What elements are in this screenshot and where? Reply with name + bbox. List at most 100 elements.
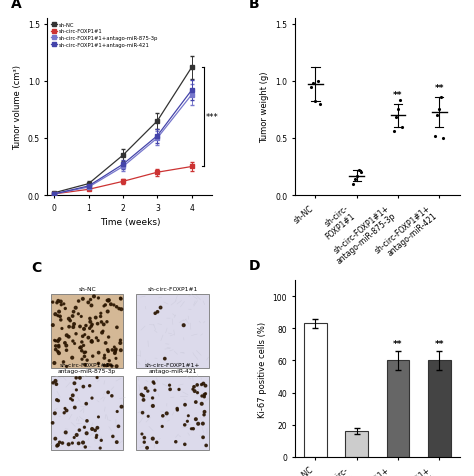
Point <box>111 347 119 355</box>
Point <box>113 438 120 446</box>
Point <box>117 295 125 303</box>
Point <box>55 298 62 305</box>
Point <box>83 417 91 425</box>
Point <box>59 439 66 447</box>
Point <box>84 334 92 342</box>
Point <box>190 425 197 433</box>
Point <box>198 400 206 408</box>
Bar <box>387 361 409 457</box>
Point <box>88 323 95 330</box>
Point <box>117 339 124 347</box>
Point <box>76 344 83 352</box>
Point <box>94 320 101 328</box>
Point <box>54 337 62 345</box>
Point <box>112 346 119 353</box>
Text: sh-circ-FOXP1#1+
antago-miR-421: sh-circ-FOXP1#1+ antago-miR-421 <box>145 363 201 373</box>
Point <box>55 397 62 405</box>
Point <box>65 333 73 341</box>
Point <box>117 295 124 302</box>
Point <box>78 347 85 355</box>
Point <box>104 389 112 397</box>
Point <box>105 348 112 356</box>
Point <box>60 358 67 366</box>
Point <box>103 297 111 305</box>
Point <box>69 397 76 404</box>
Point <box>159 412 166 420</box>
Point <box>78 338 86 346</box>
Point <box>193 381 201 389</box>
Point <box>83 429 91 437</box>
Point <box>111 349 118 357</box>
Point <box>55 308 63 316</box>
Point <box>140 396 147 404</box>
Point <box>104 347 111 354</box>
Point <box>115 305 123 313</box>
Point <box>82 443 89 451</box>
Point <box>63 342 70 350</box>
Point <box>53 299 61 307</box>
Point <box>166 382 173 389</box>
Point <box>88 425 96 433</box>
Point <box>67 395 74 403</box>
Point <box>92 434 100 441</box>
Point <box>103 318 111 326</box>
Point <box>95 360 102 367</box>
Point <box>198 392 206 400</box>
Point <box>175 386 183 394</box>
Point <box>149 402 157 410</box>
Point <box>54 441 62 449</box>
Point <box>78 356 86 363</box>
Point <box>69 313 76 320</box>
Point <box>98 329 106 337</box>
Point <box>111 348 119 356</box>
Point <box>71 380 78 387</box>
Point <box>66 317 74 325</box>
Point <box>100 321 108 328</box>
Point <box>115 423 122 430</box>
Point <box>151 310 159 317</box>
Point <box>57 298 64 306</box>
Point <box>181 401 189 409</box>
Point <box>173 405 181 413</box>
Point <box>97 313 104 320</box>
Point <box>55 336 63 343</box>
Point <box>70 324 77 331</box>
Point <box>58 325 66 333</box>
Point <box>139 409 146 416</box>
Point <box>184 412 192 420</box>
Point <box>61 339 69 347</box>
Point <box>194 389 201 397</box>
Point <box>200 380 207 387</box>
Point <box>57 301 65 309</box>
Point <box>60 409 68 416</box>
Point <box>202 442 210 449</box>
Point <box>81 424 88 431</box>
Point <box>104 361 112 369</box>
Point <box>57 317 64 324</box>
Point <box>139 392 147 400</box>
Point <box>98 436 105 444</box>
Point <box>63 347 70 354</box>
Point <box>55 342 63 349</box>
Point <box>181 441 189 448</box>
Point <box>95 349 102 357</box>
Point <box>65 323 73 331</box>
Point <box>71 404 79 411</box>
Point <box>51 410 59 417</box>
Point <box>149 435 156 443</box>
Text: sh-NC: sh-NC <box>78 287 96 292</box>
Bar <box>51 376 123 450</box>
Point <box>92 334 100 342</box>
Point <box>70 320 78 328</box>
Point <box>61 405 69 412</box>
Point <box>49 379 57 387</box>
Point <box>88 338 95 346</box>
Point <box>173 407 181 414</box>
Point <box>201 408 208 416</box>
Point <box>113 324 121 331</box>
Point <box>88 337 96 345</box>
Point <box>69 439 76 447</box>
Point <box>103 362 110 369</box>
Point <box>63 407 71 415</box>
Point <box>100 354 108 362</box>
